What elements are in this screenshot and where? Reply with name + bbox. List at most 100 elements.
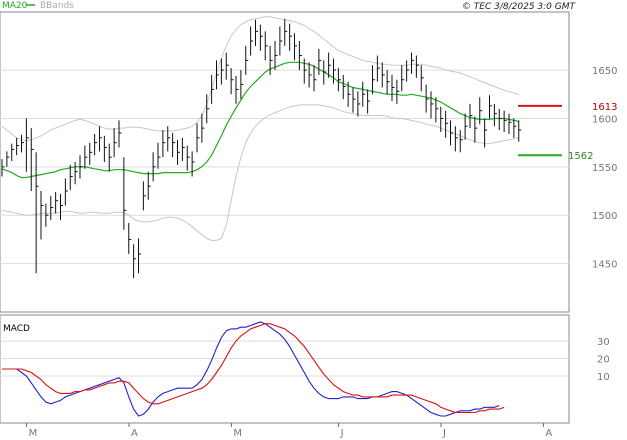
price-bar [79, 155, 83, 179]
price-bar [337, 68, 341, 92]
support-label: 1562 [568, 151, 593, 162]
price-bar [64, 178, 68, 206]
price-bar [11, 143, 15, 162]
price-bar [69, 164, 73, 191]
price-bar [425, 84, 429, 113]
price-bar [123, 157, 127, 230]
price-bar [60, 193, 63, 221]
price-bar [6, 151, 10, 167]
price-bar [459, 130, 463, 153]
ma20-line [1, 61, 519, 179]
price-bar [342, 74, 346, 100]
x-tick-label: J [340, 428, 344, 439]
price-bar [269, 45, 273, 75]
ma20-line-path [1, 61, 519, 179]
price-bar [206, 94, 210, 124]
price-y-tick-label: 1450 [592, 260, 617, 271]
price-bar [513, 118, 517, 138]
price-y-tick-label: 1600 [592, 114, 617, 125]
price-bar [235, 75, 239, 104]
price-bar [128, 222, 132, 254]
price-bar [396, 79, 400, 104]
x-tick-label: A [131, 428, 138, 439]
price-panel-frame [0, 11, 570, 313]
price-bar [489, 95, 492, 119]
price-bar [201, 113, 205, 143]
price-bar [274, 41, 278, 71]
price-bar [40, 191, 44, 240]
price-bar [245, 45, 249, 75]
price-bar [133, 244, 137, 279]
price-markers: 1613 1562 [518, 102, 617, 162]
bbands-line [1, 16, 519, 142]
x-tick-label: M [233, 428, 242, 439]
price-bar [211, 74, 215, 104]
copyright-text: © TEC 3/8/2025 3:0 GMT [462, 2, 577, 12]
price-bar [250, 26, 254, 56]
price-bar [386, 70, 390, 95]
price-bar [430, 91, 434, 119]
price-bar [21, 134, 24, 153]
price-bar [445, 110, 449, 138]
price-bar [376, 55, 380, 82]
price-bar [113, 128, 117, 158]
price-bar [415, 55, 419, 78]
price-bar [74, 162, 78, 185]
macd-gridlines [0, 340, 569, 377]
price-bar [440, 106, 444, 132]
price-bar [147, 171, 151, 200]
macd-panel-frame [0, 314, 570, 424]
bbands-legend: BBands [40, 1, 74, 11]
x-tick-label: A [545, 428, 552, 439]
price-bar [84, 145, 88, 169]
price-panel: 1450 1500 1550 1600 1650 1613 1562 [0, 11, 617, 313]
bbands-line [1, 104, 519, 241]
price-bar [259, 24, 263, 51]
price-bar [289, 23, 293, 51]
price-bar [328, 52, 332, 78]
price-bar [177, 139, 180, 165]
price-bar [89, 142, 93, 165]
macd-panel: MACD 10 20 30 [0, 314, 610, 424]
price-bar [103, 135, 107, 162]
price-bar [1, 159, 5, 177]
price-bar [240, 70, 244, 100]
price-bar [474, 116, 478, 143]
price-bar [138, 238, 141, 274]
price-bar [152, 152, 156, 182]
price-bar [298, 41, 302, 71]
price-bar [367, 89, 371, 114]
price-y-tick-label: 1650 [592, 66, 617, 77]
price-bar [172, 132, 176, 158]
ma-legend: MA20 [2, 1, 28, 11]
x-tick-label: M [29, 428, 38, 439]
price-bar [479, 97, 483, 125]
bbands-lines [1, 16, 519, 241]
price-bar [196, 123, 200, 153]
price-bar [323, 60, 327, 85]
price-y-tick-label: 1500 [592, 211, 617, 222]
price-bar [225, 52, 229, 80]
price-bar [484, 118, 488, 148]
price-bar [220, 58, 224, 85]
price-bar [347, 81, 351, 107]
price-y-tick-label: 1550 [592, 163, 617, 174]
resistance-label: 1613 [592, 102, 617, 113]
price-bar [454, 126, 458, 152]
price-bar [167, 126, 171, 152]
price-bar [230, 68, 234, 95]
price-bar [406, 60, 410, 82]
price-bar [372, 65, 375, 95]
signal-line [2, 323, 505, 414]
price-bar [264, 31, 268, 61]
macd-title: MACD [3, 324, 30, 334]
price-bar [303, 58, 307, 84]
price-bar [279, 26, 283, 56]
price-bar [352, 87, 356, 113]
price-bar [498, 108, 502, 131]
price-bar [362, 81, 366, 107]
price-bar [308, 62, 312, 88]
price-bar [357, 91, 361, 117]
